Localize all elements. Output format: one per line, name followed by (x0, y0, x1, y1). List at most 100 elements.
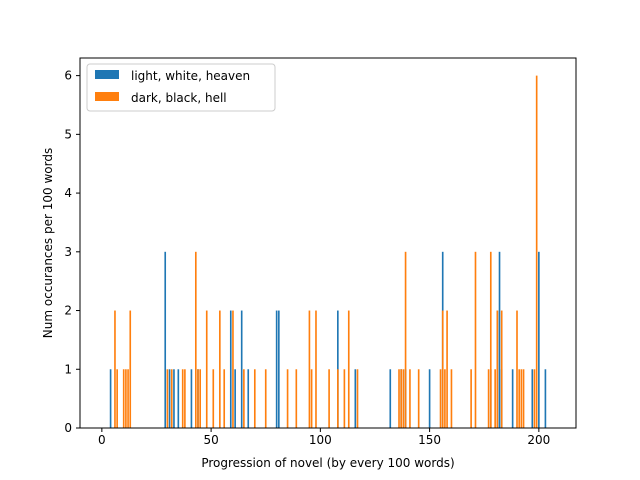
bar-series-1-x-188 (511, 369, 514, 428)
bar-series-1-x-64 (240, 310, 243, 428)
x-tick-label: 0 (98, 433, 106, 447)
bar-series-1-x-200 (538, 251, 540, 428)
bar-series-2-x-104 (328, 369, 330, 428)
bar-series-2-x-12 (127, 369, 129, 428)
bar-series-2-x-191 (518, 369, 521, 428)
bar-series-2-x-6 (114, 310, 116, 428)
bar-series-2-x-137 (400, 369, 403, 428)
bar-series-2-x-181 (496, 310, 499, 428)
bar-series-2-x-169 (470, 369, 472, 428)
bar-series-2-x-136 (398, 369, 400, 428)
bar-series-2-x-54 (219, 310, 221, 428)
bar-series-2-x-11 (125, 369, 127, 428)
bar-series-2-x-190 (516, 310, 518, 428)
bar-series-2-x-198 (533, 369, 536, 428)
bar-series-1-x-67 (247, 369, 250, 428)
bar-series-1-x-132 (389, 369, 392, 428)
legend-swatch-dark (95, 92, 119, 101)
bar-series-1-x-203 (544, 369, 547, 428)
legend-label-dark: dark, black, hell (131, 91, 227, 105)
bar-series-2-x-75 (264, 369, 267, 428)
bar-series-2-x-60 (232, 310, 234, 428)
y-axis-label: Num occurances per 100 words (41, 148, 55, 338)
y-tick-label: 0 (64, 421, 72, 435)
bar-series-2-x-98 (315, 310, 317, 428)
bar-series-2-x-37 (181, 369, 184, 428)
bar-series-1-x-35 (177, 369, 180, 428)
bar-series-2-x-138 (402, 369, 405, 428)
bar-series-2-x-113 (347, 310, 350, 428)
y-tick-label: 1 (64, 362, 72, 376)
bar-series-2-x-89 (295, 369, 298, 428)
legend: light, white, heaven dark, black, hell (86, 63, 276, 112)
bar-series-1-x-61 (234, 369, 236, 428)
bar-series-2-x-111 (343, 369, 346, 428)
x-tick-label: 100 (309, 433, 332, 447)
plot-frame (79, 57, 577, 429)
bar-series-2-x-156 (441, 310, 444, 428)
bar-series-2-x-108 (337, 369, 339, 428)
bar-series-1-x-29 (164, 251, 167, 428)
bar-series-2-x-51 (212, 369, 215, 428)
bar-series-2-x-38 (184, 369, 186, 428)
bar-series-2-x-183 (500, 310, 503, 428)
bar-series-2-x-7 (116, 369, 118, 428)
bar-series-2-x-145 (417, 369, 420, 428)
bar-series-2-x-178 (489, 251, 492, 428)
bar-series-1-x-80 (275, 310, 278, 428)
bar-series-1-x-150 (428, 369, 431, 428)
bar-series-2-x-160 (450, 369, 453, 428)
bar-series-1-x-31 (168, 369, 171, 428)
bar-series-2-x-32 (170, 369, 173, 428)
bar-series-2-x-141 (409, 369, 411, 428)
y-tick-label: 6 (64, 69, 72, 83)
legend-box (86, 63, 276, 112)
bar-series-2-x-96 (310, 369, 313, 428)
x-tick-label: 200 (527, 433, 550, 447)
bar-series-2-x-199 (535, 75, 538, 428)
x-tick-label: 150 (418, 433, 441, 447)
bar-series-1-x-41 (190, 369, 193, 428)
bar-series-2-x-44 (197, 369, 199, 428)
y-tick-label: 2 (64, 304, 72, 318)
x-tick-label: 50 (203, 433, 218, 447)
bar-series-2-x-65 (243, 369, 245, 428)
x-axis-label: Progression of novel (by every 100 words… (201, 456, 454, 470)
bar-series-1-x-116 (354, 369, 357, 428)
x-axis-ticks: 0 50 100 150 200 (98, 428, 550, 447)
bar-series-2-x-85 (286, 369, 289, 428)
y-tick-label: 3 (64, 245, 72, 259)
bar-series-2-x-30 (166, 369, 169, 428)
bar-series-2-x-180 (494, 369, 496, 428)
bar-series-1-x-81 (278, 310, 280, 428)
bar-series-2-x-13 (129, 310, 132, 428)
bar-series-2-x-155 (439, 369, 442, 428)
y-axis-ticks: 0 1 2 3 4 5 6 (64, 69, 80, 435)
bar-series-2-x-117 (356, 369, 359, 428)
bar-series-2-x-56 (223, 369, 226, 428)
bar-series-2-x-43 (194, 251, 197, 428)
bar-series-1-x-33 (173, 369, 175, 428)
bar-series-1-x-197 (531, 369, 534, 428)
bar-series-2-x-139 (404, 251, 407, 428)
bar-series-2-x-192 (520, 369, 523, 428)
bar-series-2-x-177 (487, 369, 490, 428)
bar-series-2-x-157 (444, 369, 446, 428)
bar-series-2-x-171 (474, 251, 477, 428)
bar-series-1-x-182 (498, 251, 501, 428)
y-tick-label: 4 (64, 186, 72, 200)
bar-series-2-x-158 (446, 310, 448, 428)
bars-layer (109, 75, 547, 428)
bar-series-2-x-193 (522, 369, 525, 428)
legend-label-light: light, white, heaven (131, 69, 250, 83)
y-tick-label: 5 (64, 127, 72, 141)
bar-series-2-x-70 (253, 369, 256, 428)
bar-series-1-x-4 (109, 369, 112, 428)
bar-series-2-x-45 (199, 369, 201, 428)
bar-series-2-x-48 (205, 310, 208, 428)
legend-swatch-light (95, 70, 119, 79)
bar-series-1-x-59 (229, 310, 232, 428)
bar-series-2-x-10 (122, 369, 125, 428)
bar-series-2-x-95 (308, 310, 311, 428)
